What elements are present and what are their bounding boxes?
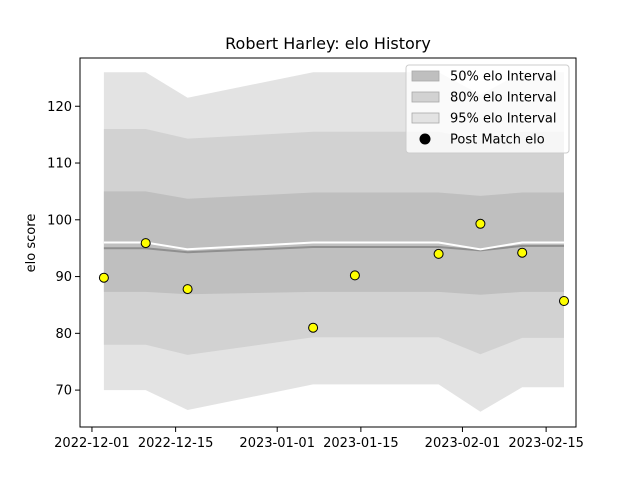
x-axis-ticks: 2022-12-01 2022-12-15 2023-01-01 2023-01-15…	[54, 427, 584, 451]
post-match-points	[98, 218, 569, 333]
legend-label: Post Match elo	[450, 133, 545, 148]
legend-label: 80% elo Interval	[450, 91, 557, 106]
trend-lines	[103, 241, 564, 254]
y-tick-label: 70	[55, 384, 72, 399]
legend-swatch-80	[411, 91, 440, 103]
x-tick-label: 2022-12-15	[138, 436, 214, 451]
median-line	[103, 244, 564, 254]
post-match-point	[182, 284, 193, 295]
post-match-point	[433, 248, 444, 259]
x-tick-label: 2023-02-15	[508, 436, 584, 451]
legend-swatch-50	[411, 70, 440, 82]
post-match-point	[559, 296, 569, 306]
post-match-point	[517, 247, 528, 258]
x-tick-label: 2023-02-01	[425, 436, 501, 451]
chart-title: Robert Harley: elo History	[225, 34, 431, 53]
y-tick-label: 80	[55, 327, 72, 342]
legend-box	[405, 64, 570, 154]
y-tick-label: 120	[47, 100, 72, 115]
y-tick-label: 100	[47, 213, 72, 228]
post-match-point	[140, 238, 151, 249]
legend-swatch-95	[411, 112, 440, 124]
legend-marker-post-match	[419, 133, 431, 145]
post-match-point	[308, 322, 319, 333]
y-axis-label: elo score	[24, 214, 39, 273]
x-tick-label: 2023-01-15	[323, 436, 399, 451]
x-tick-label: 2023-01-01	[239, 436, 315, 451]
x-tick-label: 2022-12-01	[54, 436, 130, 451]
plot-frame	[79, 57, 577, 428]
mean-line	[103, 241, 564, 251]
post-match-point	[98, 272, 109, 283]
legend-label: 95% elo Interval	[450, 112, 557, 127]
y-tick-label: 110	[47, 157, 72, 172]
y-axis-ticks: 70 80 90 100 110 120	[47, 100, 80, 399]
legend: 50% elo Interval 80% elo Interval 95% elo …	[405, 64, 570, 154]
post-match-point	[349, 270, 360, 281]
y-tick-label: 90	[55, 270, 72, 285]
post-match-point	[475, 218, 486, 229]
legend-label: 50% elo Interval	[450, 70, 557, 85]
